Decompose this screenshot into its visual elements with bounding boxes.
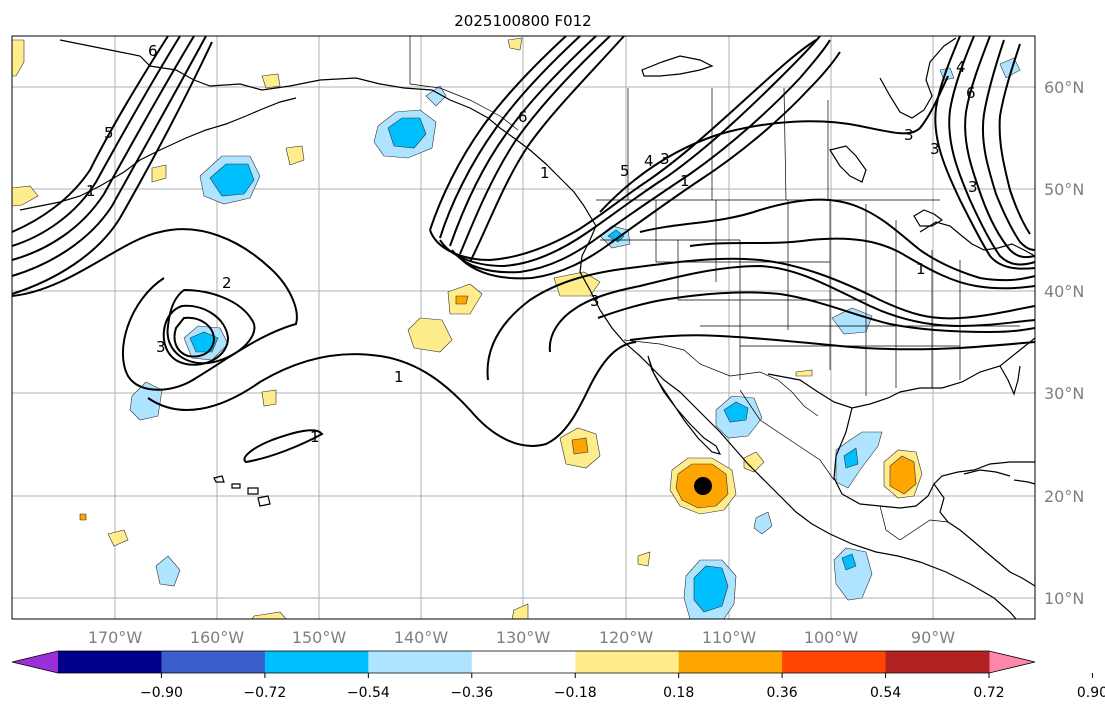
colorbar-segment (264, 651, 369, 673)
colorbar (11, 650, 1036, 674)
contour-label: 1 (310, 428, 320, 446)
lon-tick-label: 140°W (394, 628, 449, 647)
coastlines (19, 37, 1036, 620)
colorbar-segment (471, 651, 576, 673)
colorbar-tick-label: −0.54 (347, 685, 390, 701)
colorbar-tick-label: 0.36 (767, 685, 798, 701)
contour-label: 4 (644, 152, 654, 170)
contour-label: 1 (916, 260, 926, 278)
colorbar-segment (58, 651, 162, 673)
latitude-labels: 60°N 50°N 40°N 30°N 20°N 10°N (1044, 78, 1084, 608)
contour-label: 6 (966, 84, 976, 102)
lon-tick-label: 160°W (190, 628, 245, 647)
contour-label: 3 (904, 126, 914, 144)
contour-label: 3 (660, 150, 670, 168)
colorbar-tick-label: 0.72 (973, 685, 1004, 701)
colorbar-segment (575, 651, 680, 673)
contour-label: 1 (86, 182, 96, 200)
lon-tick-label: 130°W (496, 628, 551, 647)
contour-label: 3 (930, 140, 940, 158)
contour-label: 4 (956, 58, 966, 76)
colorbar-tick-label: −0.90 (140, 685, 183, 701)
lon-tick-label: 170°W (88, 628, 143, 647)
lon-tick-label: 90°W (911, 628, 955, 647)
contour-label: 6 (148, 42, 158, 60)
contour-label: 2 (222, 274, 232, 292)
colorbar-tick-label: −0.18 (554, 685, 597, 701)
lat-tick-label: 60°N (1044, 78, 1084, 97)
map-frame (11, 35, 1036, 620)
lat-tick-label: 50°N (1044, 180, 1084, 199)
lon-tick-label: 120°W (599, 628, 654, 647)
colorbar-segment (368, 651, 473, 673)
storm-center-marker (694, 477, 712, 495)
gridlines (12, 36, 1035, 619)
colorbar-outline (11, 650, 1036, 674)
contour-lines (11, 35, 1036, 464)
lon-tick-label: 100°W (804, 628, 859, 647)
colorbar-segment (885, 651, 990, 673)
colorbar-tick-label: 0.18 (663, 685, 694, 701)
lon-tick-label: 110°W (702, 628, 757, 647)
lon-tick-label: 150°W (292, 628, 347, 647)
lat-tick-label: 30°N (1044, 384, 1084, 403)
contour-label: 1 (394, 368, 404, 386)
figure-title: 2025100800 F012 (454, 12, 591, 30)
lat-tick-label: 20°N (1044, 487, 1084, 506)
lat-tick-label: 10°N (1044, 589, 1084, 608)
contour-labels: 6 5 1 2 3 1 1 6 1 5 4 3 1 3 3 3 4 6 3 1 (86, 42, 978, 446)
contour-label: 1 (540, 164, 550, 182)
contour-label: 3 (968, 178, 978, 196)
contour-label: 3 (156, 338, 166, 356)
longitude-labels: 170°W 160°W 150°W 140°W 130°W 120°W 110°… (88, 628, 955, 647)
colorbar-max-extension (989, 651, 1035, 673)
colorbar-tick-label: 0.54 (870, 685, 901, 701)
colorbar-ticks: −0.90 −0.72 −0.54 −0.36 −0.18 0.18 0.36 0.54 0.7… (140, 673, 1105, 701)
contour-label: 5 (104, 124, 114, 142)
colorbar-min-extension (12, 651, 58, 673)
contour-label: 1 (680, 172, 690, 190)
contour-label: 3 (590, 292, 600, 310)
colorbar-tick-label: −0.36 (450, 685, 493, 701)
colorbar-tick-label: 0.90 (1077, 685, 1105, 701)
lat-tick-label: 40°N (1044, 282, 1084, 301)
colorbar-tick-label: −0.72 (243, 685, 286, 701)
contour-label: 6 (518, 108, 528, 126)
colorbar-segment (782, 651, 887, 673)
contour-label: 5 (620, 162, 630, 180)
colorbar-segment (161, 651, 266, 673)
colorbar-segment (678, 651, 783, 673)
